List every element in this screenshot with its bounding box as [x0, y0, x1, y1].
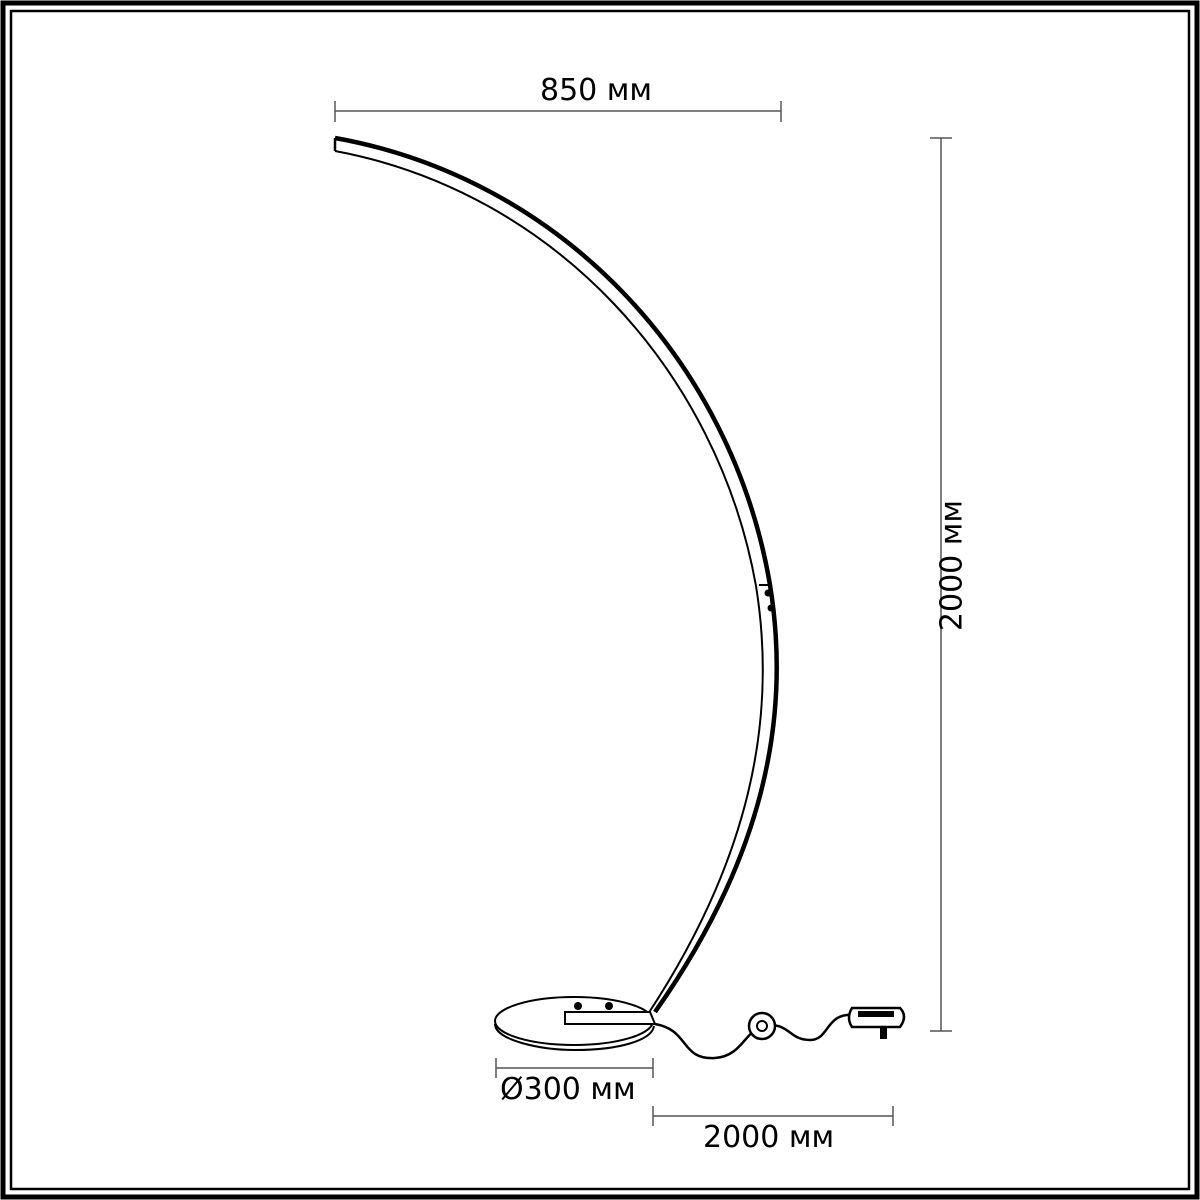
- lamp-base: [494, 996, 657, 1052]
- base-diameter-label: Ø300 мм: [500, 1072, 636, 1107]
- base-dimension-line: [495, 1058, 654, 1078]
- width-label: 850 мм: [540, 73, 653, 108]
- screw-icon: [574, 1002, 582, 1010]
- screw-icon: [605, 1002, 613, 1010]
- height-dimension-line: [930, 137, 952, 1032]
- height-label: 2000 мм: [934, 499, 970, 632]
- inner-frame: [9, 9, 1191, 1191]
- cable-dimension-line: [652, 1106, 894, 1126]
- screw-icon: [767, 604, 775, 612]
- power-adapter-icon: [847, 1006, 906, 1039]
- width-dimension-line: [334, 101, 782, 122]
- switch-button: [756, 1020, 768, 1032]
- cable-length-label: 2000 мм: [703, 1120, 835, 1155]
- lamp-arc: [333, 135, 779, 1015]
- screw-icon: [764, 589, 772, 597]
